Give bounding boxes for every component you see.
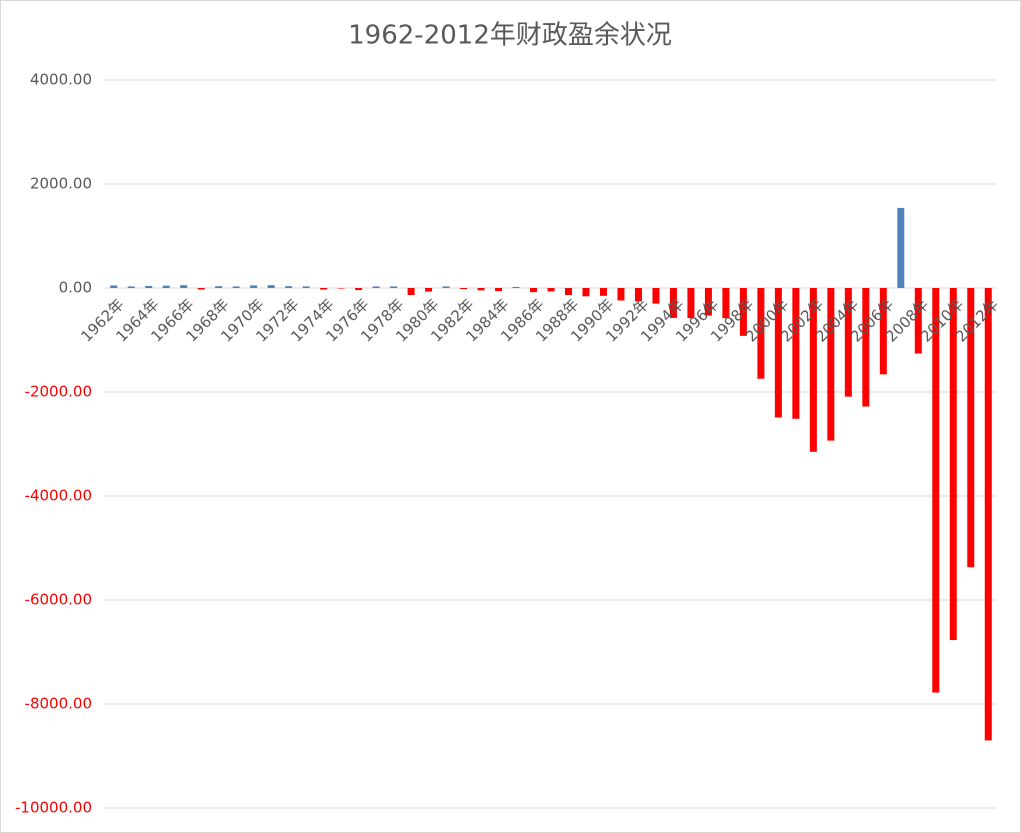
bar — [460, 288, 468, 290]
bar — [407, 288, 415, 296]
bar — [914, 288, 922, 354]
y-tick-label: 0.00 — [59, 279, 92, 297]
bar — [355, 288, 363, 291]
bar — [250, 285, 258, 288]
bar — [372, 286, 380, 288]
bar — [337, 288, 345, 289]
y-tick-label: -4000.00 — [25, 487, 92, 505]
bar — [390, 286, 398, 288]
bar — [722, 288, 730, 319]
bar — [285, 286, 293, 288]
y-tick-label: 4000.00 — [30, 71, 92, 89]
bar — [652, 288, 660, 304]
bar — [669, 288, 677, 318]
y-tick-label: -2000.00 — [25, 383, 92, 401]
y-tick-label: 2000.00 — [30, 175, 92, 193]
bar — [302, 286, 310, 288]
bar — [739, 288, 747, 336]
bar — [547, 288, 555, 292]
bar — [442, 286, 450, 288]
bar — [967, 288, 975, 568]
bar — [634, 288, 642, 302]
bar — [127, 286, 135, 288]
bar — [477, 288, 485, 291]
bar — [809, 288, 817, 452]
bar — [582, 288, 590, 297]
bar — [215, 286, 223, 288]
bar — [495, 288, 503, 292]
y-tick-label: -8000.00 — [25, 695, 92, 713]
bar — [599, 288, 607, 296]
y-tick-label: -6000.00 — [25, 591, 92, 609]
bar — [897, 207, 905, 288]
bar — [110, 285, 118, 288]
bar — [984, 288, 992, 741]
bar — [267, 285, 275, 288]
bar — [180, 285, 188, 288]
bar — [320, 288, 328, 290]
bar — [879, 288, 887, 375]
bar — [564, 288, 572, 296]
bar — [197, 288, 205, 290]
bar — [425, 288, 433, 292]
bar — [512, 286, 520, 288]
bar — [145, 285, 153, 288]
bar — [844, 288, 852, 397]
bar — [792, 288, 800, 419]
bar — [932, 288, 940, 693]
bar — [704, 288, 712, 316]
bar — [827, 288, 835, 441]
bar — [757, 288, 765, 379]
bar — [774, 288, 782, 418]
bar — [949, 288, 957, 641]
chart-title: 1962-2012年财政盈余状况 — [348, 21, 672, 51]
bar — [687, 288, 695, 319]
bar — [862, 288, 870, 407]
bar — [162, 285, 170, 288]
bar — [232, 286, 240, 288]
bar — [530, 288, 538, 293]
bar — [617, 288, 625, 301]
y-tick-label: -10000.00 — [15, 799, 92, 817]
